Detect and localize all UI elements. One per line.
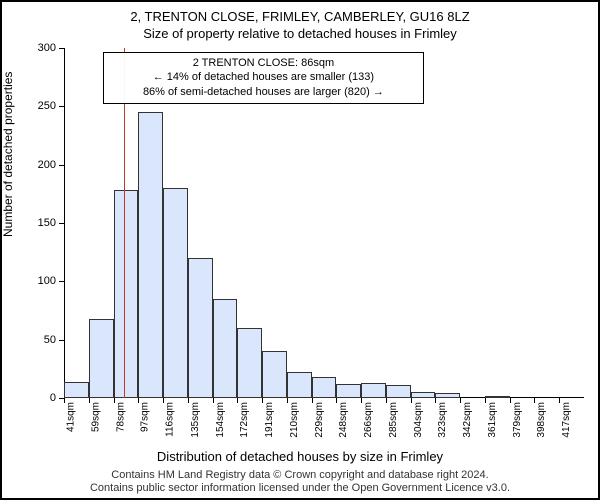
attribution-line1: Contains HM Land Registry data © Crown c… <box>2 469 598 483</box>
histogram-bar <box>138 112 163 398</box>
x-tick <box>510 398 511 403</box>
chart-area: 05010015020025030041sqm59sqm78sqm97sqm11… <box>64 48 584 398</box>
x-tick-label: 172sqm <box>239 402 250 438</box>
histogram-bar <box>64 382 89 398</box>
annotation-line3: 86% of semi-detached houses are larger (… <box>110 85 417 100</box>
y-axis-label: Number of detached properties <box>1 72 15 237</box>
y-tick <box>59 223 64 224</box>
y-tick-label: 200 <box>38 159 56 171</box>
x-tick-label: 361sqm <box>487 402 498 438</box>
x-tick-label: 191sqm <box>264 402 275 438</box>
x-tick <box>386 398 387 403</box>
y-tick-label: 100 <box>38 275 56 287</box>
histogram-bar <box>287 372 312 398</box>
x-tick <box>411 398 412 403</box>
x-tick-label: 342sqm <box>462 402 473 438</box>
y-tick-label: 250 <box>38 100 56 112</box>
title-subtitle: Size of property relative to detached ho… <box>2 26 598 41</box>
attribution: Contains HM Land Registry data © Crown c… <box>2 469 598 497</box>
x-tick-label: 266sqm <box>363 402 374 438</box>
y-tick <box>59 48 64 49</box>
histogram-bar <box>163 188 188 398</box>
y-tick <box>59 106 64 107</box>
histogram-bar <box>213 299 238 398</box>
histogram-bar <box>188 258 213 398</box>
x-axis-label: Distribution of detached houses by size … <box>2 449 598 464</box>
x-tick <box>213 398 214 403</box>
y-tick-label: 50 <box>44 334 56 346</box>
histogram-bar <box>336 384 361 398</box>
histogram-bar <box>237 328 262 398</box>
x-tick-label: 323sqm <box>437 402 448 438</box>
histogram-bar <box>411 392 436 398</box>
y-tick-label: 0 <box>50 392 56 404</box>
x-tick-label: 398sqm <box>536 402 547 438</box>
x-tick-label: 59sqm <box>90 402 101 432</box>
annotation-line1: 2 TRENTON CLOSE: 86sqm <box>110 56 417 71</box>
x-tick-label: 248sqm <box>338 402 349 438</box>
annotation-line2: ← 14% of detached houses are smaller (13… <box>110 70 417 85</box>
x-tick-label: 210sqm <box>289 402 300 438</box>
x-tick-label: 97sqm <box>140 402 151 432</box>
histogram-bar <box>386 385 411 398</box>
attribution-line2: Contains public sector information licen… <box>2 482 598 496</box>
y-tick <box>59 165 64 166</box>
x-tick-label: 41sqm <box>66 402 77 432</box>
x-tick-label: 304sqm <box>412 402 423 438</box>
x-tick <box>188 398 189 403</box>
x-tick-label: 285sqm <box>388 402 399 438</box>
histogram-bar <box>114 190 139 398</box>
y-tick <box>59 281 64 282</box>
x-tick-label: 78sqm <box>115 402 126 432</box>
y-tick-label: 300 <box>38 42 56 54</box>
x-tick-label: 135sqm <box>190 402 201 438</box>
title-address: 2, TRENTON CLOSE, FRIMLEY, CAMBERLEY, GU… <box>2 9 598 24</box>
x-tick <box>312 398 313 403</box>
histogram-bar <box>312 377 337 398</box>
x-tick-label: 379sqm <box>511 402 522 438</box>
y-tick-label: 150 <box>38 217 56 229</box>
y-tick <box>59 340 64 341</box>
histogram-bar <box>435 393 460 398</box>
x-tick-label: 154sqm <box>214 402 225 438</box>
x-tick <box>114 398 115 403</box>
annotation-box: 2 TRENTON CLOSE: 86sqm ← 14% of detached… <box>103 52 424 105</box>
x-tick-label: 116sqm <box>165 402 176 437</box>
x-tick <box>287 398 288 403</box>
x-tick-label: 417sqm <box>561 402 572 438</box>
histogram-bar <box>485 396 510 398</box>
x-tick-label: 229sqm <box>313 402 324 438</box>
histogram-bar <box>262 351 287 398</box>
histogram-bar <box>89 319 114 398</box>
histogram-bar <box>361 383 386 398</box>
